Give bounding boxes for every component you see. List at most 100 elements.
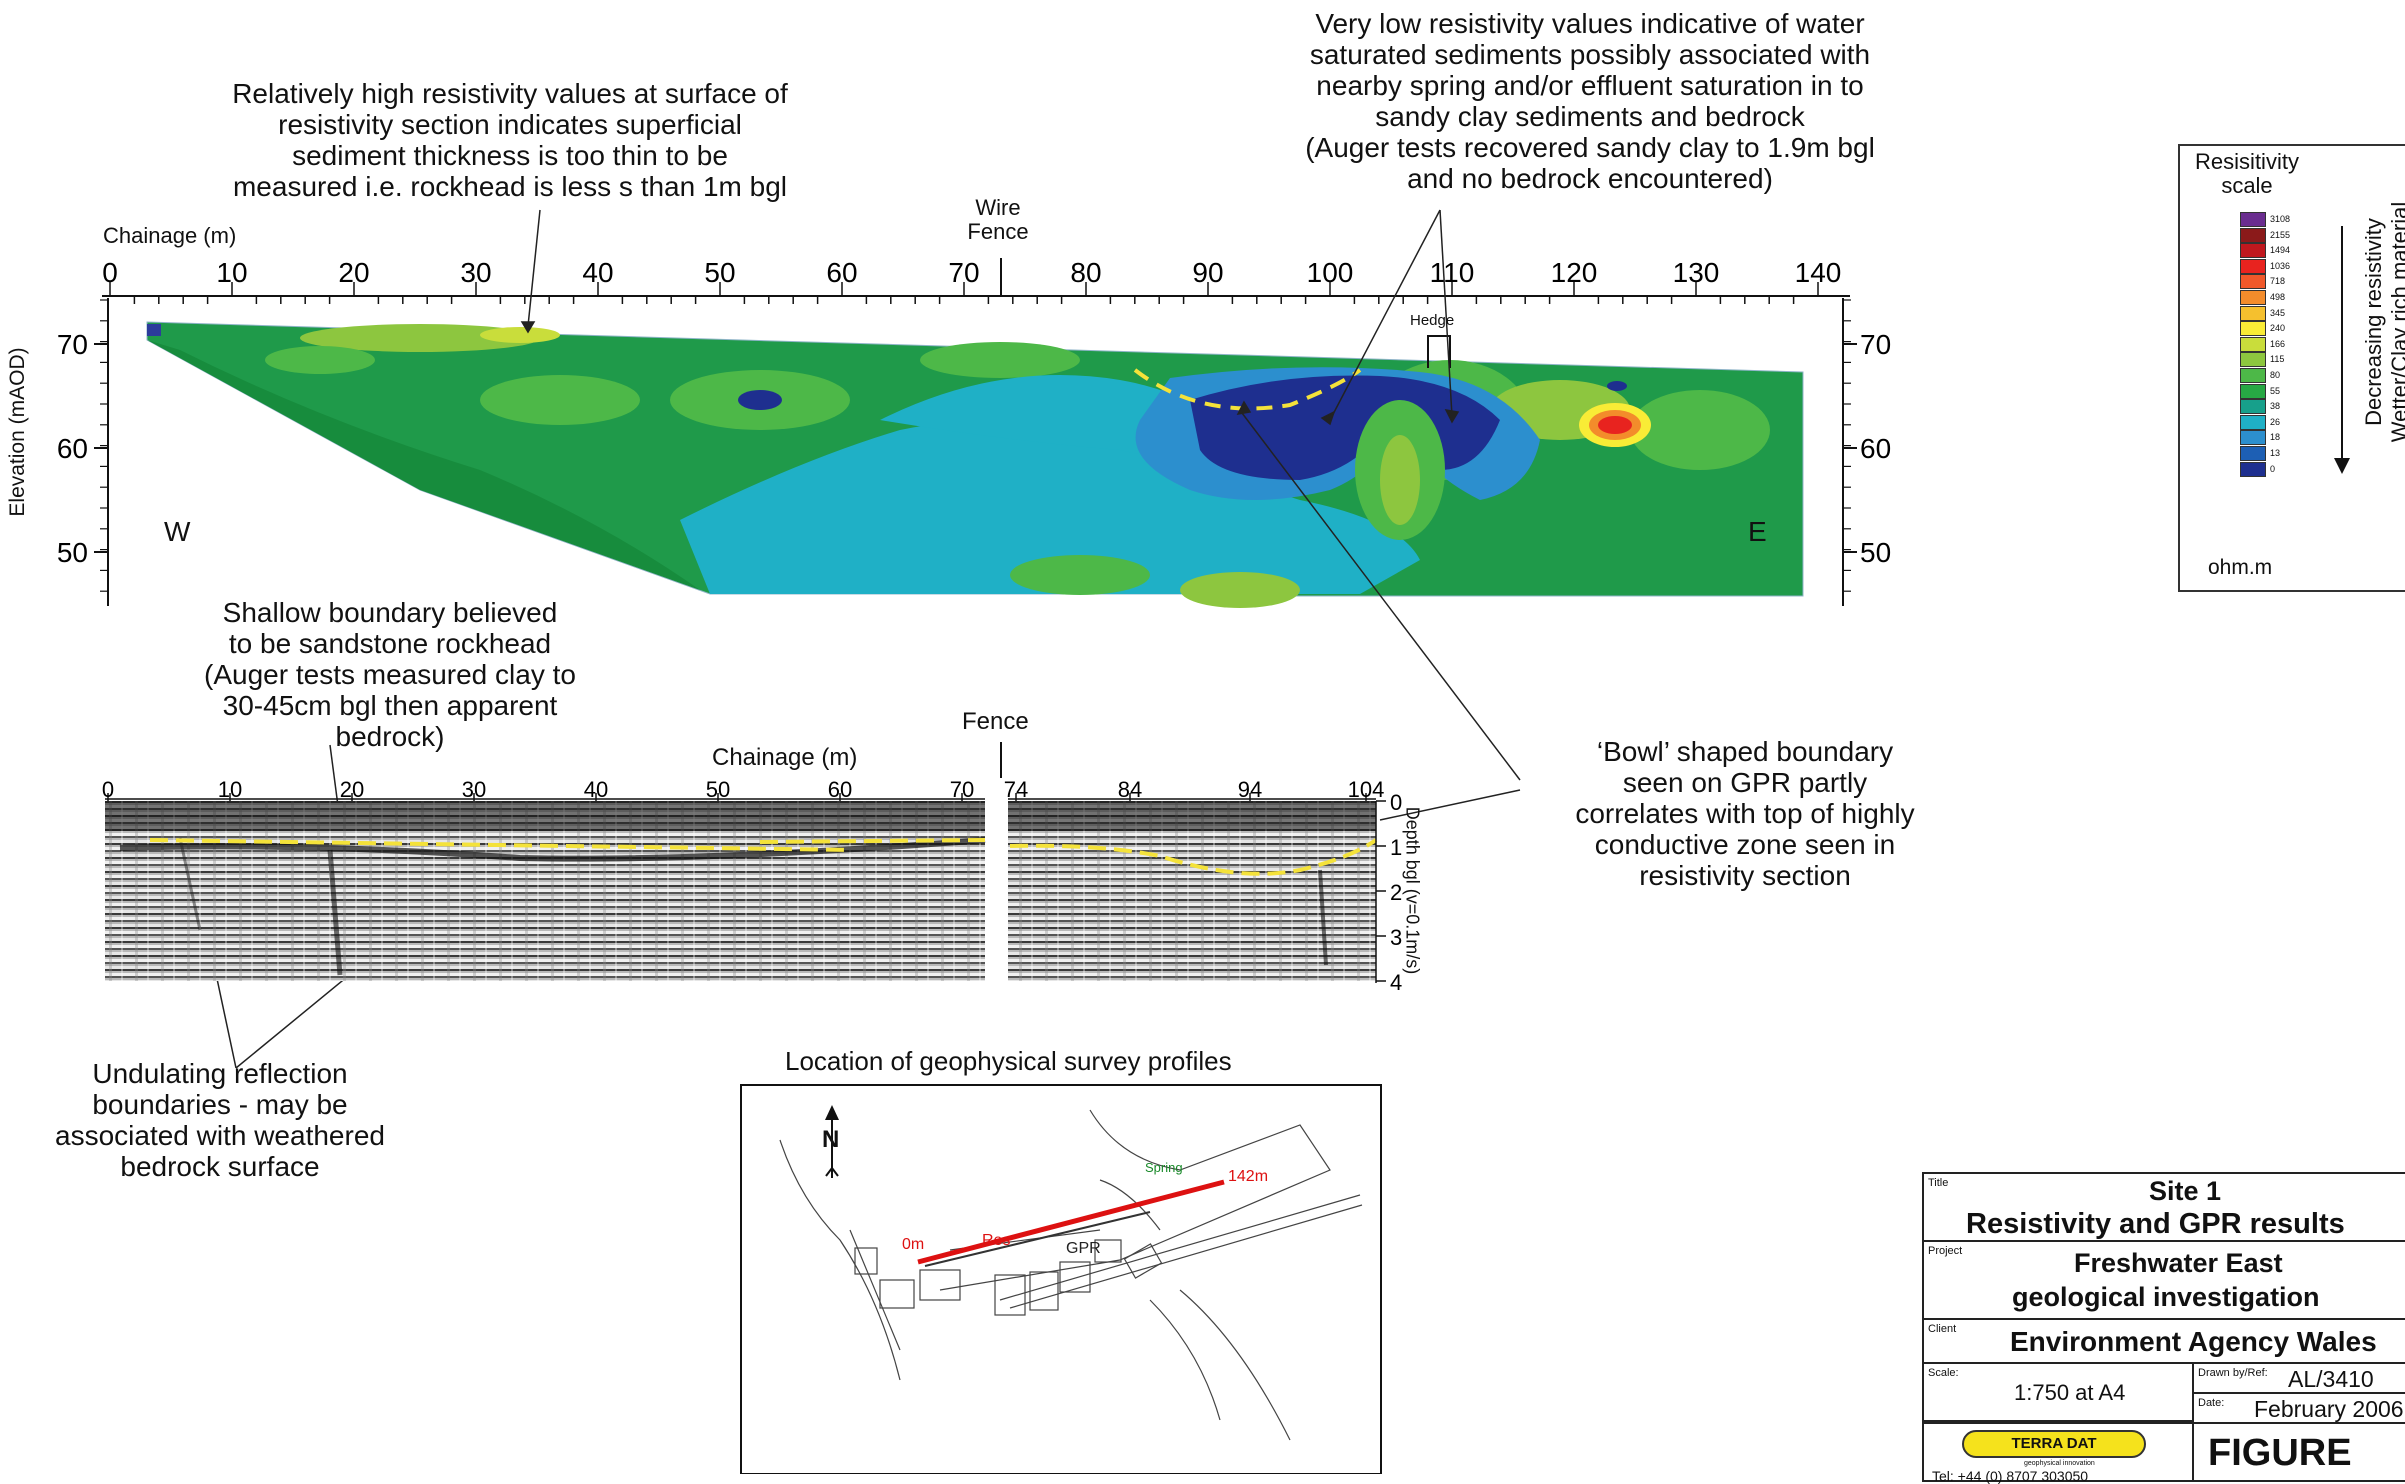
legend-swatch [2240, 383, 2266, 399]
tb-logo-cell: TERRA DAT geophysical innovation Tel: +4… [1922, 1422, 2194, 1484]
gpr-chainage-tick: 74 [1004, 777, 1028, 802]
legend-title: Resisitivity scale [2195, 149, 2299, 198]
tb-title-label: Title [1928, 1177, 1949, 1189]
elevation-tick-label: 60 [57, 433, 88, 464]
bowl-boundary-line [1133, 368, 1362, 411]
terradat-logo: TERRA DAT [1962, 1430, 2146, 1458]
logo-tagline: geophysical innovation [2024, 1460, 2095, 1467]
gpr-radargram-left [105, 801, 986, 981]
gpr-depth-tick: 3 [1390, 925, 1402, 950]
legend-value: 55 [2270, 385, 2281, 396]
gpr-chainage-label: Chainage (m) [712, 744, 858, 771]
gpr-fence-label: Fence [962, 708, 1029, 735]
legend-value: 26 [2270, 416, 2281, 427]
legend-arrow [2332, 226, 2352, 476]
hedge-marker [1427, 335, 1451, 368]
gpr-depth-tick: 2 [1390, 880, 1402, 905]
chainage-tick-label: 140 [1795, 257, 1842, 288]
tb-figure-cell: FIGURE [2192, 1422, 2405, 1482]
map-end-label: 142m [1228, 1168, 1269, 1185]
chainage-axis: 0 10 20 30 40 50 60 70 80 90 100 110 120 130 140 [102, 257, 1850, 304]
gpr-chainage-tick: 10 [218, 777, 242, 802]
tb-title: Resistivity and GPR results [1966, 1208, 2345, 1240]
chainage-tick-label: 50 [704, 257, 735, 288]
east-label: E [1748, 516, 1767, 547]
chainage-tick-label: 40 [582, 257, 613, 288]
chainage-tick-label: 100 [1307, 257, 1354, 288]
legend-value: 1036 [2270, 260, 2291, 271]
tb-drawn-cell: Drawn by/Ref: AL/3410 [2192, 1362, 2405, 1394]
legend-value: 1494 [2270, 245, 2291, 256]
chainage-axis-label: Chainage (m) [103, 223, 237, 248]
resistivity-section: 0 10 20 30 40 50 60 70 80 90 100 110 120 130 140 70 60 5… [57, 257, 1891, 608]
chainage-tick-label: 110 [1430, 257, 1475, 288]
tb-date-cell: Date: February 2006 [2192, 1392, 2405, 1424]
elevation-axis-left: 70 60 50 [57, 298, 109, 606]
legend-swatch [2240, 414, 2266, 430]
legend-swatch [2240, 305, 2266, 321]
map-start-label: 0m [902, 1236, 925, 1253]
note-water-saturated: Very low resistivity values indicative o… [1305, 8, 1875, 194]
legend-swatch [2240, 336, 2266, 352]
gpr-chainage-tick: 30 [462, 777, 486, 802]
tb-scale: 1:750 at A4 [2014, 1380, 2126, 1405]
legend-value: 0 [2270, 463, 2276, 474]
elevation-axis-label: Elevation (mAOD) [6, 347, 29, 517]
tb-client: Environment Agency Wales [2010, 1326, 2377, 1357]
gpr-radargram-right [1008, 801, 1378, 981]
north-arrow-icon [825, 1105, 839, 1178]
legend-value: 718 [2270, 276, 2286, 287]
legend-swatch [2240, 461, 2266, 477]
legend-swatch [2240, 258, 2266, 274]
elevation-tick-label: 50 [1860, 537, 1891, 568]
chainage-tick-label: 90 [1192, 257, 1223, 288]
logo-text: TERRA DAT [2011, 1435, 2097, 1452]
hedge-label: Hedge [1410, 312, 1455, 329]
tb-figure: FIGURE [2208, 1432, 2352, 1474]
legend-swatch [2240, 430, 2266, 446]
gpr-chainage-tick: 40 [584, 777, 608, 802]
tb-title-cell: Title Site 1 Resistivity and GPR results [1922, 1172, 2405, 1242]
chainage-tick-label: 120 [1551, 257, 1598, 288]
tb-project-cell: Project Freshwater East geological inves… [1922, 1240, 2405, 1320]
legend-swatch [2240, 243, 2266, 259]
chainage-tick-label: 70 [948, 257, 979, 288]
elevation-tick-label: 60 [1860, 433, 1891, 464]
note-bowl-boundary: ‘Bowl’ shaped boundary seen on GPR partl… [1575, 736, 1915, 891]
chainage-tick-label: 130 [1673, 257, 1720, 288]
legend-value: 498 [2270, 292, 2286, 302]
tb-client-cell: Client Environment Agency Wales [1922, 1318, 2405, 1364]
chainage-tick-label: 0 [102, 257, 118, 288]
legend-value: 240 [2270, 323, 2286, 334]
legend-swatch [2240, 274, 2266, 290]
legend-value: 38 [2270, 401, 2281, 412]
tb-project-label: Project [1928, 1245, 1963, 1257]
tb-date: February 2006 [2254, 1396, 2404, 1422]
legend-unit: ohm.m [2208, 556, 2273, 579]
chainage-tick-label: 20 [338, 257, 369, 288]
gpr-profile-line [924, 1211, 1151, 1267]
wire-fence-label: Wire Fence [967, 195, 1029, 244]
gpr-chainage-tick: 0 [102, 777, 114, 802]
chainage-tick-label: 80 [1070, 257, 1101, 288]
note-shallow-boundary: Shallow boundary believed to be sandston… [204, 597, 576, 752]
gpr-depth-tick: 4 [1390, 970, 1402, 995]
legend-value: 13 [2270, 448, 2281, 458]
resistivity-profile-line [917, 1179, 1225, 1265]
map-title: Location of geophysical survey profiles [785, 1046, 1232, 1076]
legend-value: 345 [2270, 307, 2286, 318]
legend-swatch [2240, 352, 2266, 368]
gpr-chainage-tick: 60 [828, 777, 852, 802]
tb-client-label: Client [1928, 1323, 1957, 1335]
gpr-chainage-tick: 70 [950, 777, 974, 802]
chainage-tick-label: 30 [460, 257, 491, 288]
west-label: W [164, 516, 191, 547]
legend-value: 80 [2270, 370, 2281, 380]
legend-swatch [2240, 212, 2266, 227]
legend-value: 3108 [2270, 214, 2291, 224]
gpr-chainage-tick: 84 [1118, 777, 1142, 802]
resistivity-legend: Resisitivity scale 3108 2155 1494 1036 718 49… [2178, 144, 2405, 592]
legend-swatch [2240, 399, 2266, 415]
